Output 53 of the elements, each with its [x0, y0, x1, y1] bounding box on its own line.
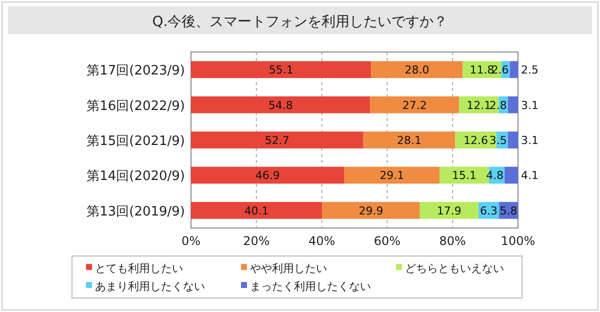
chart-title: Q.今後、スマートフォンを利用したいですか？	[152, 14, 448, 30]
bar	[363, 132, 456, 148]
y-tick-label: 第14回(2020/9)	[86, 169, 185, 184]
x-tick-label: 0%	[181, 234, 201, 248]
y-tick-label: 第15回(2021/9)	[86, 134, 185, 149]
x-tick-label: 20%	[243, 234, 270, 248]
data-label: 46.9	[255, 169, 280, 182]
bar	[504, 166, 518, 184]
bar	[510, 61, 518, 78]
data-label: 55.1	[268, 64, 294, 77]
data-label: 54.8	[268, 98, 293, 112]
legend-label: とても利用したい	[95, 262, 183, 275]
bar	[508, 132, 518, 148]
y-tick-label: 第17回(2023/9)	[86, 64, 185, 79]
data-label: 6.3	[480, 204, 498, 218]
data-label: 15.1	[452, 169, 476, 182]
data-label: 2.5	[521, 64, 538, 77]
y-tick-label: 第16回(2022/9)	[86, 98, 185, 114]
x-tick-label: 60%	[374, 234, 401, 248]
bar	[420, 202, 478, 219]
bar	[508, 96, 518, 114]
data-label: 52.7	[264, 134, 290, 147]
y-tick-label: 第13回(2019/9)	[86, 204, 185, 220]
data-label: 27.2	[402, 98, 427, 112]
bar	[191, 61, 372, 78]
data-label: 28.0	[404, 64, 430, 77]
legend-label: まったく利用したくない	[250, 280, 371, 293]
legend-label: あまり利用したくない	[95, 280, 205, 293]
data-label: 12.1	[466, 98, 492, 112]
bar	[344, 166, 440, 184]
bar	[191, 96, 370, 114]
data-label: 17.9	[436, 204, 462, 218]
data-label: 3.1	[521, 98, 538, 112]
data-label: 29.1	[380, 169, 404, 182]
data-label: 3.1	[521, 134, 538, 147]
data-label: 11.8	[470, 64, 494, 77]
legend-label: どちらともいえない	[405, 262, 504, 275]
bar	[191, 132, 364, 148]
bar	[370, 96, 460, 114]
legend-label: やや利用したい	[250, 262, 327, 275]
data-label: 12.6	[464, 134, 488, 147]
bar	[191, 166, 344, 184]
x-tick-label: 80%	[439, 234, 466, 248]
x-tick-label: 40%	[308, 234, 336, 248]
bar	[191, 202, 322, 219]
data-label: 5.8	[500, 204, 518, 218]
x-tick-label: 100%	[500, 234, 536, 248]
bar	[322, 202, 420, 219]
data-label: 28.1	[397, 134, 422, 147]
data-label: 40.1	[244, 204, 269, 218]
data-label: 4.1	[521, 169, 538, 182]
data-label: 29.9	[358, 204, 384, 218]
bar	[371, 61, 463, 78]
